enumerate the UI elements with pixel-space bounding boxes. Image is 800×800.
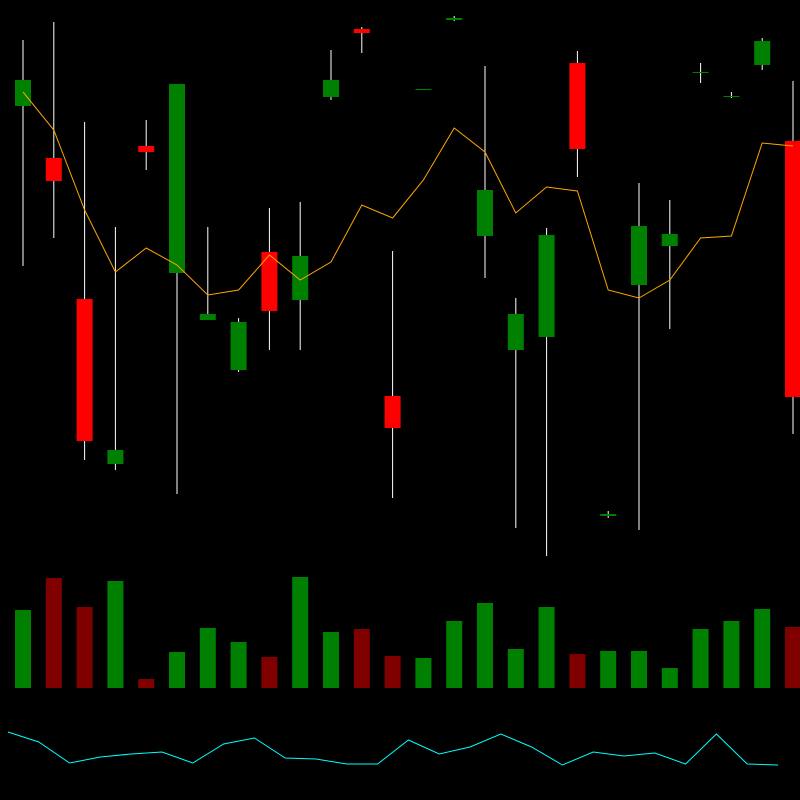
candle-body: [785, 141, 800, 397]
volume-bar: [415, 658, 432, 688]
volume-bar: [477, 603, 493, 688]
candle-body: [507, 314, 524, 350]
candle-body: [384, 396, 401, 428]
candle-body: [661, 234, 678, 246]
candle-body: [15, 80, 31, 106]
volume-bar: [754, 609, 771, 688]
candle-body: [692, 72, 709, 73]
volume-bar: [138, 679, 155, 688]
candle-body: [199, 314, 216, 320]
volume-bar: [692, 629, 709, 688]
volume-bar: [323, 632, 339, 688]
indicator-line: [7, 731, 779, 766]
candle-body: [569, 63, 586, 149]
volume-bar: [723, 621, 740, 688]
candle-body: [754, 41, 771, 65]
candle-body: [107, 450, 124, 464]
candle-body: [323, 80, 339, 97]
volume-bar: [261, 657, 278, 688]
volume-bar: [169, 652, 185, 688]
candle-body: [230, 322, 247, 370]
candle-body: [353, 29, 370, 33]
candle-body: [600, 514, 617, 516]
candle-body: [446, 18, 463, 20]
candle-body: [138, 146, 155, 152]
volume-bar: [661, 668, 678, 688]
candle-body: [723, 96, 740, 97]
volume-bar: [785, 627, 800, 688]
candle-body: [477, 190, 493, 236]
volume-bar: [538, 607, 555, 688]
volume-bar: [230, 642, 247, 688]
candle-body: [538, 235, 555, 337]
volume-bar: [507, 649, 524, 688]
candle-body: [45, 158, 62, 181]
volume-bar: [446, 621, 463, 688]
volume-bar: [353, 629, 370, 688]
candle-body: [631, 226, 647, 285]
moving-average-line: [22, 91, 794, 299]
candle-body: [415, 89, 432, 90]
candle-body: [292, 256, 309, 300]
volume-bar: [45, 578, 62, 688]
volume-bar: [76, 607, 93, 688]
volume-bar: [292, 577, 309, 688]
volume-bar: [569, 654, 586, 688]
candle-body: [261, 252, 278, 311]
candle-body: [169, 84, 185, 273]
volume-bar: [600, 651, 617, 688]
volume-bar: [631, 651, 647, 688]
volume-bar: [199, 628, 216, 688]
candle-body: [76, 299, 93, 441]
volume-bar: [384, 656, 401, 688]
volume-bar: [15, 610, 31, 688]
volume-bar: [107, 581, 124, 688]
